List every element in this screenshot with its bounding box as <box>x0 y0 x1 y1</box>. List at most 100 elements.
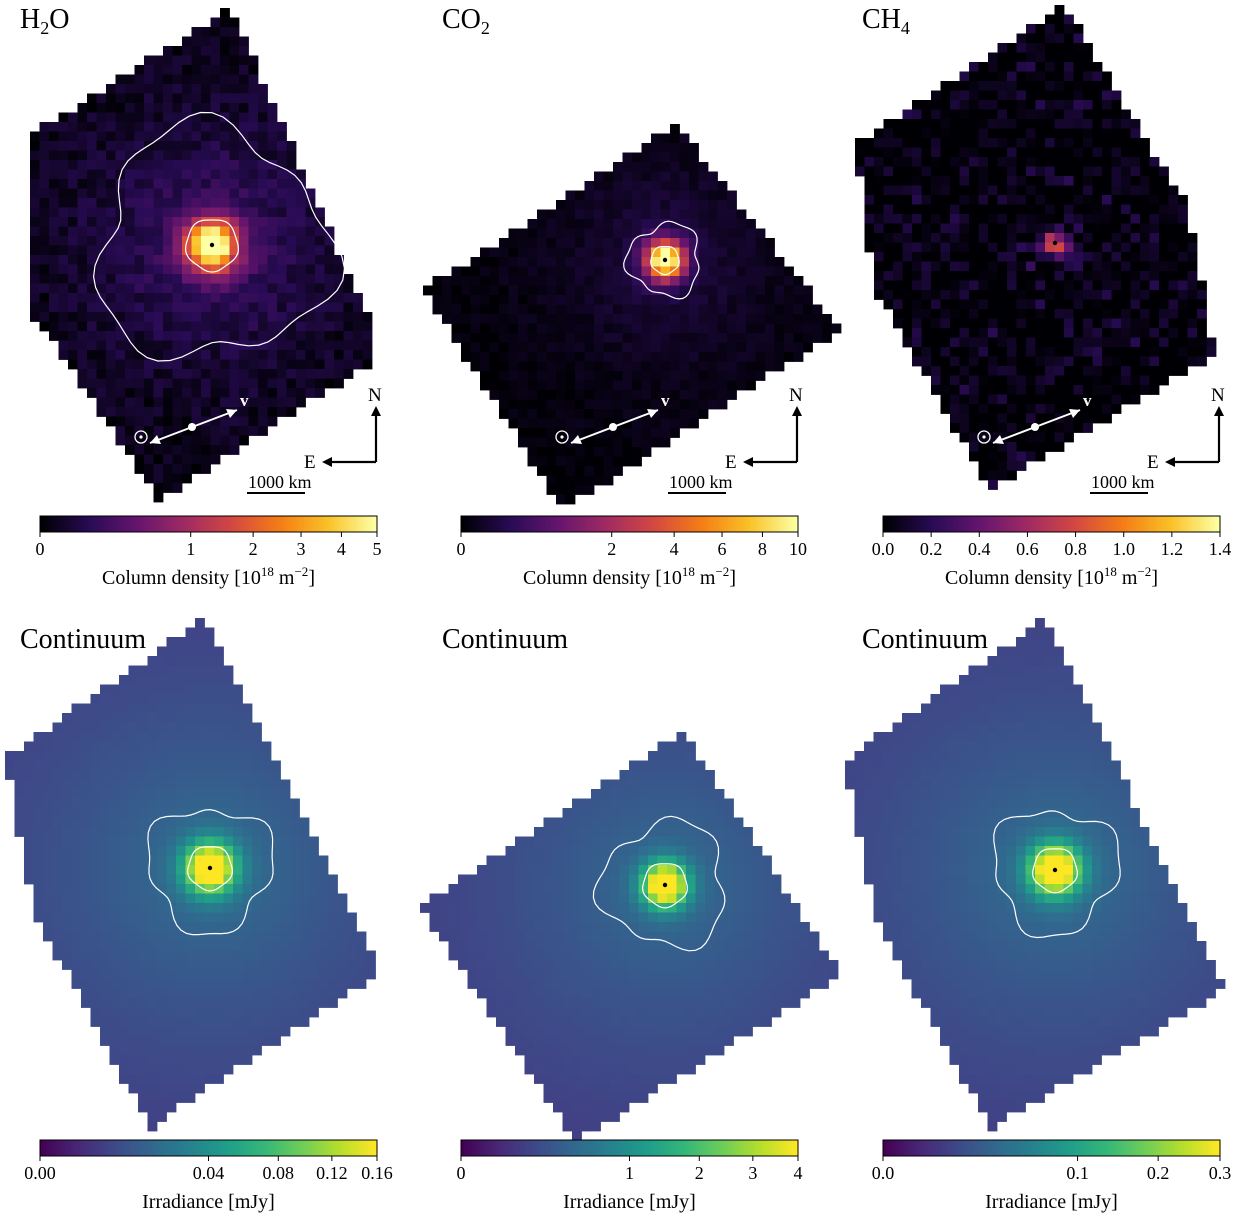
map-pixel <box>134 207 145 218</box>
map-pixel <box>172 378 183 389</box>
map-pixel <box>670 171 680 182</box>
map-pixel <box>1092 204 1103 215</box>
map-pixel <box>248 207 259 218</box>
map-pixel <box>931 356 941 367</box>
map-pixel <box>223 684 234 695</box>
map-pixel <box>185 798 196 809</box>
map-pixel <box>508 418 519 429</box>
map-pixel <box>210 112 221 123</box>
map-pixel <box>176 741 186 752</box>
map-pixel <box>565 361 576 372</box>
map-pixel <box>594 238 604 248</box>
map-pixel <box>660 333 671 343</box>
map-pixel <box>931 261 941 272</box>
map-pixel <box>874 280 884 291</box>
map-pixel <box>508 409 519 419</box>
map-pixel <box>1026 81 1036 91</box>
map-pixel <box>81 846 91 856</box>
map-pixel <box>220 207 230 218</box>
map-pixel <box>489 276 500 286</box>
map-pixel <box>100 941 110 951</box>
map-pixel <box>299 874 310 885</box>
map-pixel <box>195 1074 205 1084</box>
map-pixel <box>864 157 875 167</box>
map-pixel <box>77 179 88 189</box>
map-pixel <box>451 304 462 315</box>
map-pixel <box>1121 337 1131 348</box>
map-pixel <box>632 323 642 334</box>
map-pixel <box>1140 214 1150 224</box>
map-pixel <box>1064 423 1074 433</box>
map-pixel <box>176 713 186 723</box>
map-pixel <box>258 207 268 218</box>
map-pixel <box>90 855 101 866</box>
map-pixel <box>556 485 566 495</box>
colorbar-segment <box>755 516 760 532</box>
map-pixel <box>62 912 72 923</box>
map-pixel <box>556 219 566 229</box>
map-pixel <box>603 285 614 296</box>
map-pixel <box>318 988 329 999</box>
colorbar-segment <box>604 516 608 532</box>
map-pixel <box>1035 233 1046 243</box>
map-pixel <box>315 321 325 332</box>
map-pixel <box>736 380 747 391</box>
map-pixel <box>128 893 139 904</box>
colorbar-segment <box>984 516 988 532</box>
map-pixel <box>959 404 970 414</box>
map-pixel <box>575 342 585 353</box>
map-pixel <box>622 295 633 305</box>
colorbar-segment <box>922 516 926 532</box>
map-pixel <box>1007 290 1017 300</box>
map-pixel <box>81 751 91 761</box>
map-pixel <box>347 931 357 942</box>
map-pixel <box>242 1036 253 1046</box>
map-pixel <box>68 122 78 132</box>
map-pixel <box>337 903 348 913</box>
map-pixel <box>90 912 101 923</box>
map-pixel <box>258 331 268 341</box>
map-pixel <box>1026 138 1036 148</box>
map-pixel <box>1007 328 1017 338</box>
map-pixel <box>343 321 354 332</box>
map-pixel <box>1007 356 1017 367</box>
map-pixel <box>210 293 221 303</box>
map-pixel <box>125 283 135 294</box>
map-pixel <box>214 1074 224 1084</box>
map-pixel <box>1092 242 1103 253</box>
map-pixel <box>912 147 922 158</box>
map-pixel <box>874 261 884 272</box>
colorbar-segment <box>472 516 476 532</box>
map-pixel <box>176 941 186 951</box>
map-pixel <box>1178 271 1188 281</box>
map-pixel <box>299 922 310 932</box>
map-pixel <box>324 236 335 246</box>
map-pixel <box>182 103 192 113</box>
map-pixel <box>210 160 221 170</box>
map-pixel <box>258 255 268 265</box>
map-pixel <box>613 418 623 429</box>
map-pixel <box>931 280 941 291</box>
map-pixel <box>96 160 107 170</box>
map-pixel <box>286 407 297 417</box>
map-pixel <box>613 285 623 296</box>
map-pixel <box>537 323 547 334</box>
colorbar-segment <box>110 516 114 532</box>
map-pixel <box>286 179 297 189</box>
map-pixel <box>1035 223 1046 234</box>
map-pixel <box>90 865 101 875</box>
map-pixel <box>115 122 126 132</box>
map-pixel <box>195 1017 205 1027</box>
map-pixel <box>280 979 291 989</box>
map-pixel <box>774 352 785 362</box>
map-pixel <box>603 409 614 419</box>
map-pixel <box>584 352 595 362</box>
map-pixel <box>774 266 785 277</box>
map-pixel <box>584 428 595 438</box>
map-pixel <box>1111 404 1122 414</box>
colorbar-segment <box>643 516 647 532</box>
map-pixel <box>537 314 547 324</box>
map-pixel <box>1016 100 1027 110</box>
map-pixel <box>210 454 221 465</box>
map-pixel <box>176 751 186 761</box>
